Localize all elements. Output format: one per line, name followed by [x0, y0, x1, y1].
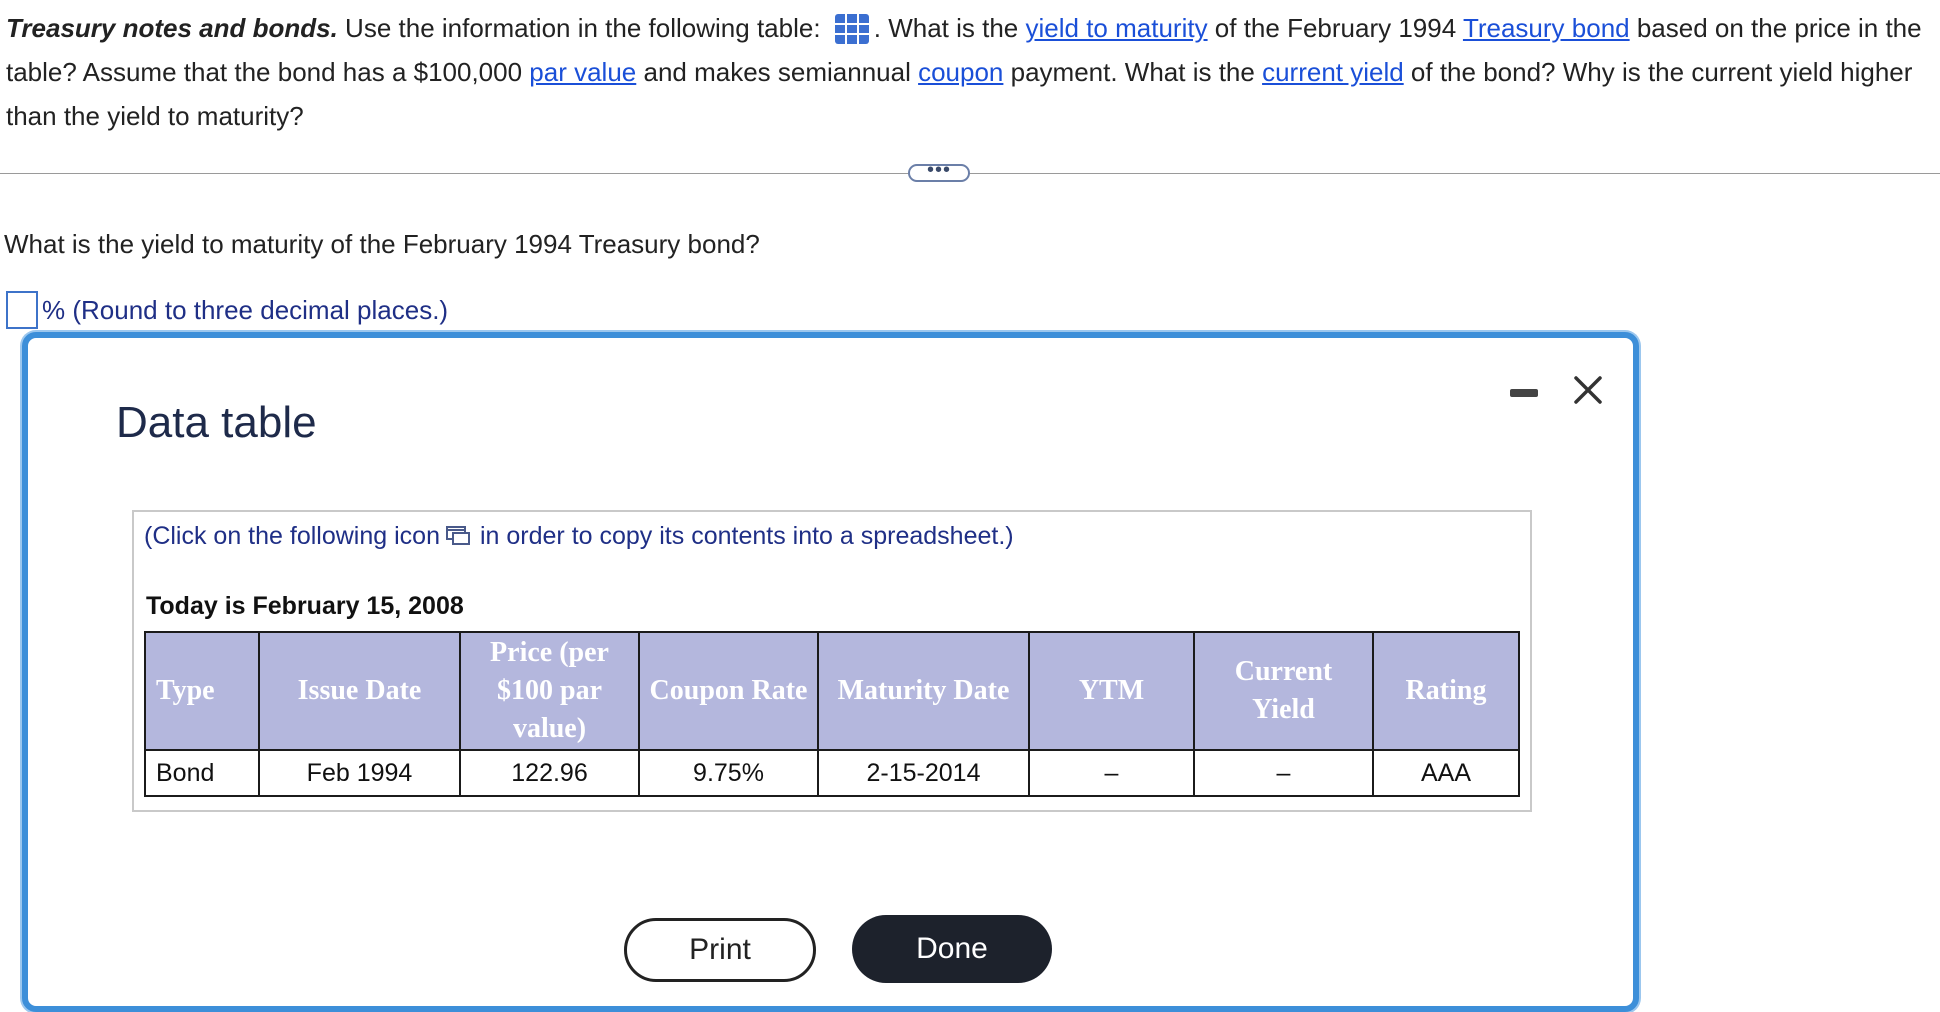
copy-text-before: (Click on the following icon [144, 522, 440, 550]
link-current-yield[interactable]: current yield [1262, 57, 1404, 87]
answer-input[interactable] [6, 291, 38, 329]
question-text-segment: payment. What is the [1003, 57, 1263, 87]
link-coupon[interactable]: coupon [918, 57, 1004, 87]
copy-instruction: (Click on the following icon in order to … [144, 522, 1014, 551]
cell-current-yield: – [1193, 749, 1374, 797]
cell-type: Bond [144, 749, 260, 797]
bond-data-table: Type Issue Date Price (per $100 par valu… [144, 631, 1520, 797]
link-par-value[interactable]: par value [529, 57, 637, 87]
done-button[interactable]: Done [852, 915, 1052, 983]
header-issue-date: Issue Date [258, 631, 461, 751]
section-divider [0, 173, 1940, 174]
question-text-segment: of the bond? Why is the current yield hi… [6, 57, 1913, 131]
question-text-segment: and makes semiannual [636, 57, 919, 87]
question-text: Treasury notes and bonds. Use the inform… [6, 6, 1934, 138]
table-grid-icon[interactable] [834, 13, 870, 45]
minimize-icon[interactable] [1510, 389, 1538, 397]
answer-hint: % (Round to three decimal places.) [42, 295, 449, 325]
table-row: Bond Feb 1994 122.96 9.75% 2-15-2014 – –… [144, 749, 1520, 797]
data-table-panel: (Click on the following icon in order to … [132, 510, 1532, 812]
header-type: Type [144, 631, 260, 751]
copy-text-after: in order to copy its contents into a spr… [479, 522, 1014, 550]
link-treasury-bond[interactable]: Treasury bond [1462, 13, 1630, 43]
dialog-title: Data table [116, 398, 317, 447]
header-ytm: YTM [1028, 631, 1195, 751]
question-text-segment: . What is the [873, 13, 1026, 43]
header-maturity-date: Maturity Date [817, 631, 1030, 751]
header-current-yield: Current Yield [1193, 631, 1374, 751]
question-title: Treasury notes and bonds. [6, 13, 338, 43]
cell-maturity-date: 2-15-2014 [817, 749, 1030, 797]
cell-coupon-rate: 9.75% [638, 749, 819, 797]
cell-issue-date: Feb 1994 [258, 749, 461, 797]
question-text-segment: of the February 1994 [1207, 13, 1463, 43]
print-button[interactable]: Print [624, 918, 816, 982]
close-icon[interactable] [1568, 370, 1608, 410]
cell-rating: AAA [1372, 749, 1520, 797]
header-price: Price (per $100 par value) [459, 631, 640, 751]
today-date: Today is February 15, 2008 [146, 592, 464, 620]
question-text-segment: Use the information in the following tab… [337, 13, 828, 43]
expand-button[interactable]: ••• [908, 160, 970, 182]
header-rating: Rating [1372, 631, 1520, 751]
header-coupon-rate: Coupon Rate [638, 631, 819, 751]
cell-ytm: – [1028, 749, 1195, 797]
link-yield-to-maturity[interactable]: yield to maturity [1025, 13, 1208, 43]
cell-price: 122.96 [459, 749, 640, 797]
sub-question: What is the yield to maturity of the Feb… [4, 229, 760, 259]
question-text-segment: based on the price in the table? Assume … [6, 13, 1922, 87]
data-table-dialog: Data table (Click on the following icon i… [22, 332, 1639, 1012]
table-header-row: Type Issue Date Price (per $100 par valu… [144, 631, 1520, 751]
copy-icon[interactable] [444, 524, 472, 548]
